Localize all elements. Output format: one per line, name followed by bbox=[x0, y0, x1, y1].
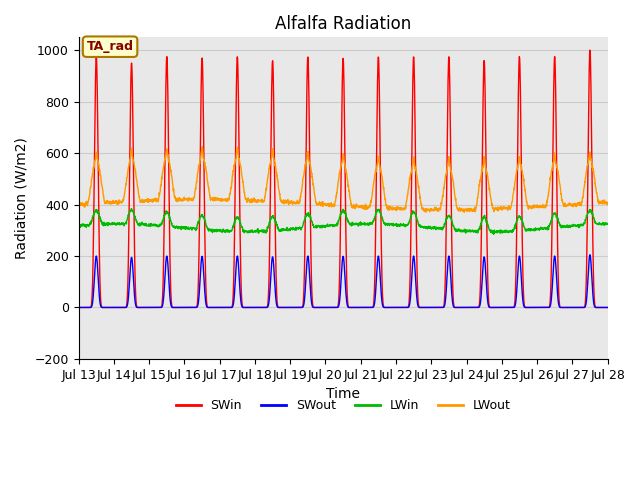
SWout bbox=[75, 305, 83, 311]
SWout bbox=[557, 305, 564, 311]
Line: LWin: LWin bbox=[79, 209, 607, 234]
SWin bbox=[557, 305, 564, 311]
LWin bbox=[572, 222, 580, 228]
LWout bbox=[358, 205, 366, 211]
X-axis label: Time: Time bbox=[326, 387, 360, 401]
LWout bbox=[223, 198, 230, 204]
SWout bbox=[358, 305, 366, 311]
LWin bbox=[358, 221, 366, 227]
SWin bbox=[370, 301, 378, 307]
LWin bbox=[223, 228, 230, 234]
SWin bbox=[75, 305, 83, 311]
LWout bbox=[370, 179, 378, 184]
SWin bbox=[586, 48, 594, 53]
SWin bbox=[497, 305, 504, 311]
LWout bbox=[497, 206, 505, 212]
SWout bbox=[586, 252, 594, 258]
SWout bbox=[604, 305, 611, 311]
Line: SWout: SWout bbox=[79, 255, 607, 308]
Text: TA_rad: TA_rad bbox=[86, 40, 134, 53]
Line: LWout: LWout bbox=[79, 146, 607, 212]
LWout bbox=[572, 201, 580, 207]
Title: Alfalfa Radiation: Alfalfa Radiation bbox=[275, 15, 412, 33]
SWout bbox=[370, 304, 378, 310]
LWin bbox=[370, 218, 378, 224]
Legend: SWin, SWout, LWin, LWout: SWin, SWout, LWin, LWout bbox=[171, 394, 516, 417]
SWin bbox=[358, 305, 366, 311]
LWin bbox=[557, 225, 565, 231]
SWout bbox=[572, 305, 579, 311]
SWin bbox=[604, 305, 611, 311]
LWin bbox=[75, 224, 83, 229]
SWin bbox=[222, 305, 230, 311]
LWout bbox=[604, 200, 611, 205]
SWout bbox=[497, 305, 504, 311]
SWout bbox=[222, 305, 230, 311]
LWout bbox=[75, 203, 83, 209]
LWout bbox=[557, 191, 565, 196]
Y-axis label: Radiation (W/m2): Radiation (W/m2) bbox=[15, 137, 29, 259]
LWin bbox=[604, 221, 611, 227]
SWin bbox=[572, 305, 579, 311]
LWout bbox=[198, 144, 206, 149]
LWin bbox=[490, 231, 497, 237]
LWin bbox=[127, 206, 135, 212]
LWout bbox=[460, 209, 468, 215]
LWin bbox=[497, 229, 505, 235]
Line: SWin: SWin bbox=[79, 50, 607, 308]
